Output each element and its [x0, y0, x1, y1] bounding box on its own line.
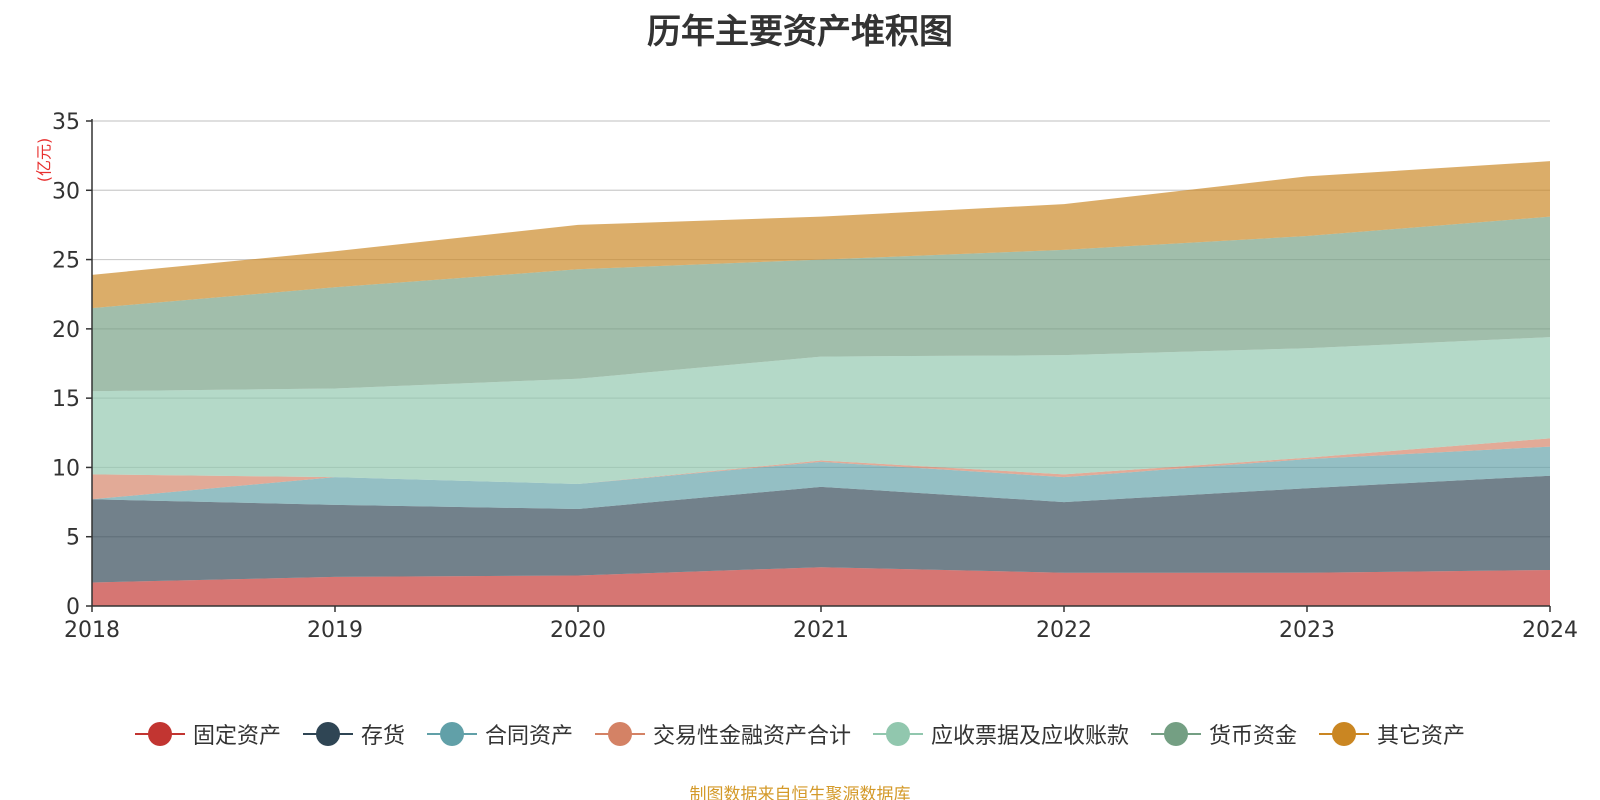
legend-marker-icon — [1319, 721, 1370, 747]
legend-label: 固定资产 — [192, 724, 281, 749]
x-tick-label: 2023 — [1279, 618, 1335, 643]
legend-label: 存货 — [360, 724, 405, 749]
legend-item[interactable]: 应收票据及应收账款 — [873, 718, 1129, 750]
y-tick-label: 25 — [52, 249, 80, 274]
y-tick-label: 35 — [52, 110, 80, 135]
x-tick-label: 2021 — [793, 618, 849, 643]
legend-label: 应收票据及应收账款 — [931, 724, 1130, 749]
legend-label: 货币资金 — [1209, 724, 1298, 749]
stacked-area-chart: 0 5 10 15 20 25 30 35 2018 2019 2020 2021 2022 2023 20… — [52, 110, 1578, 643]
area-series-0 — [92, 567, 1550, 606]
legend-item[interactable]: 货币资金 — [1151, 718, 1297, 750]
legend: 固定资产 存货 合同资产 交易性金融资产合计 应收票据及应收账款 货币资金 其它资产 — [0, 718, 1600, 750]
legend-item[interactable]: 合同资产 — [426, 718, 573, 750]
legend-marker-icon — [594, 721, 645, 747]
legend-label: 其它资产 — [1377, 724, 1466, 749]
area-series-1 — [92, 475, 1550, 583]
y-tick-label: 0 — [66, 595, 80, 620]
legend-label: 交易性金融资产合计 — [652, 724, 851, 749]
y-tick-label: 15 — [52, 387, 80, 412]
legend-item[interactable]: 交易性金融资产合计 — [594, 718, 851, 750]
y-tick-label: 30 — [52, 179, 80, 204]
legend-label: 合同资产 — [484, 724, 573, 749]
area-series-6 — [92, 161, 1550, 309]
x-tick-label: 2020 — [550, 618, 606, 643]
chart-title: 历年主要资产堆积图 — [647, 12, 953, 52]
y-tick-label: 20 — [52, 318, 80, 343]
x-tick-label: 2018 — [64, 618, 120, 643]
area-series-2 — [92, 446, 1550, 509]
y-tick-label: 5 — [66, 526, 80, 551]
x-tick-label: 2022 — [1036, 618, 1092, 643]
y-tick-label: 10 — [52, 456, 80, 481]
data-source-note: 制图数据来自恒生聚源数据库 — [689, 785, 911, 800]
area-series-5 — [92, 216, 1550, 392]
x-tick-label: 2019 — [307, 618, 363, 643]
legend-item[interactable]: 固定资产 — [134, 718, 281, 750]
x-tick-label: 2024 — [1522, 618, 1578, 643]
legend-item[interactable]: 存货 — [302, 718, 405, 750]
legend-marker-icon — [873, 721, 923, 747]
legend-marker-icon — [134, 721, 185, 747]
legend-marker-icon — [426, 721, 477, 747]
area-series-4 — [92, 337, 1550, 485]
legend-item[interactable]: 其它资产 — [1319, 718, 1465, 750]
legend-marker-icon — [1151, 721, 1202, 747]
legend-marker-icon — [302, 721, 353, 747]
